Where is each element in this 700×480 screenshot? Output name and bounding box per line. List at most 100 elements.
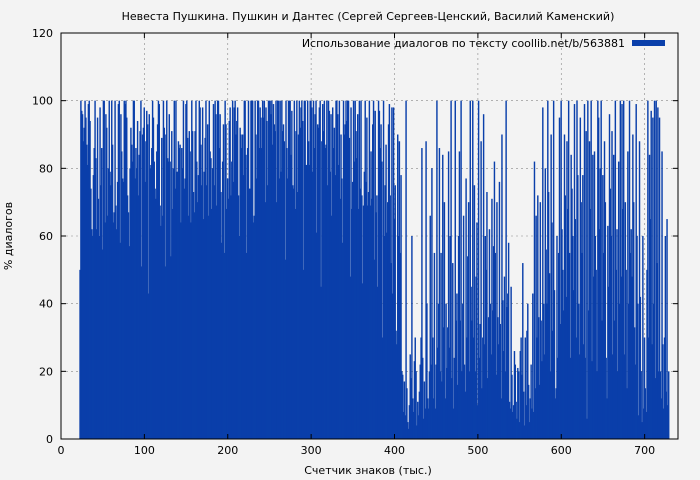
bar — [233, 107, 236, 439]
bar — [131, 161, 134, 440]
bar — [493, 161, 496, 440]
bar — [325, 144, 327, 439]
bar — [347, 100, 350, 440]
bar — [474, 371, 476, 439]
bar — [356, 158, 358, 439]
bar — [592, 276, 595, 439]
bar — [449, 236, 451, 439]
bar — [317, 127, 320, 439]
bar — [225, 124, 227, 439]
bar — [539, 202, 542, 439]
bar — [507, 293, 509, 439]
bar — [356, 114, 359, 439]
bar — [622, 100, 625, 440]
bar — [452, 408, 455, 439]
bar — [296, 100, 298, 440]
bar — [97, 198, 100, 439]
y-axis-label: % диалогов — [2, 202, 15, 270]
bar — [519, 351, 522, 439]
bar — [628, 100, 631, 440]
bar — [397, 134, 399, 439]
bar — [307, 141, 310, 439]
bar — [597, 100, 599, 440]
bar — [492, 310, 494, 439]
bar — [118, 100, 120, 440]
bar — [545, 249, 547, 439]
bar — [556, 236, 558, 439]
bar — [400, 175, 402, 439]
bar — [418, 391, 421, 439]
bar — [195, 100, 197, 440]
bar — [297, 134, 300, 439]
bar — [442, 327, 445, 439]
bar — [568, 252, 571, 439]
bar — [272, 104, 275, 440]
bar — [315, 100, 317, 440]
bar — [520, 337, 522, 439]
bar — [578, 354, 581, 439]
bar — [240, 134, 242, 439]
bar — [252, 222, 255, 439]
bar — [150, 164, 152, 439]
bar — [312, 100, 315, 440]
bar — [381, 161, 383, 440]
bar — [632, 202, 635, 439]
bar — [313, 148, 316, 440]
bar — [537, 317, 540, 439]
bar — [420, 337, 422, 439]
bar — [134, 178, 136, 439]
bar — [509, 408, 512, 439]
bar — [470, 286, 472, 439]
bar — [482, 114, 485, 439]
bar — [580, 202, 582, 439]
bar — [395, 330, 397, 439]
bar — [590, 100, 592, 440]
bar — [120, 114, 122, 439]
bar — [266, 120, 268, 439]
bar — [659, 371, 662, 439]
bar — [366, 205, 369, 439]
bar — [306, 100, 309, 440]
bar — [181, 148, 183, 440]
bar — [235, 134, 237, 439]
bar — [512, 411, 514, 439]
bar — [359, 188, 361, 439]
bar — [440, 252, 442, 439]
bar — [119, 242, 121, 439]
bar — [336, 100, 338, 440]
bars — [79, 100, 670, 440]
bar — [281, 100, 283, 440]
bar — [96, 117, 99, 439]
bar — [445, 303, 447, 439]
bar — [523, 425, 526, 439]
bar — [110, 185, 112, 439]
bar — [396, 344, 398, 439]
bar — [244, 100, 246, 440]
bar — [147, 293, 150, 439]
bar — [340, 134, 342, 439]
bar — [530, 364, 532, 439]
bar — [370, 151, 372, 439]
bar — [194, 131, 196, 439]
bar — [92, 175, 95, 439]
bar — [215, 114, 217, 439]
bar — [444, 398, 446, 439]
bar — [479, 323, 481, 439]
bar — [182, 100, 185, 440]
bar — [532, 411, 535, 439]
bar — [109, 171, 111, 439]
bar — [422, 357, 424, 439]
bar — [293, 100, 296, 440]
bar — [410, 378, 412, 439]
bar — [521, 374, 523, 439]
bar — [130, 127, 132, 439]
bar — [463, 364, 466, 439]
bar — [308, 164, 311, 439]
bar — [196, 161, 198, 440]
bar — [232, 181, 235, 439]
bar — [627, 303, 630, 439]
bar — [328, 110, 331, 440]
bar — [94, 100, 96, 440]
y-tick-label: 0 — [46, 433, 53, 446]
x-tick-label: 0 — [58, 444, 65, 457]
